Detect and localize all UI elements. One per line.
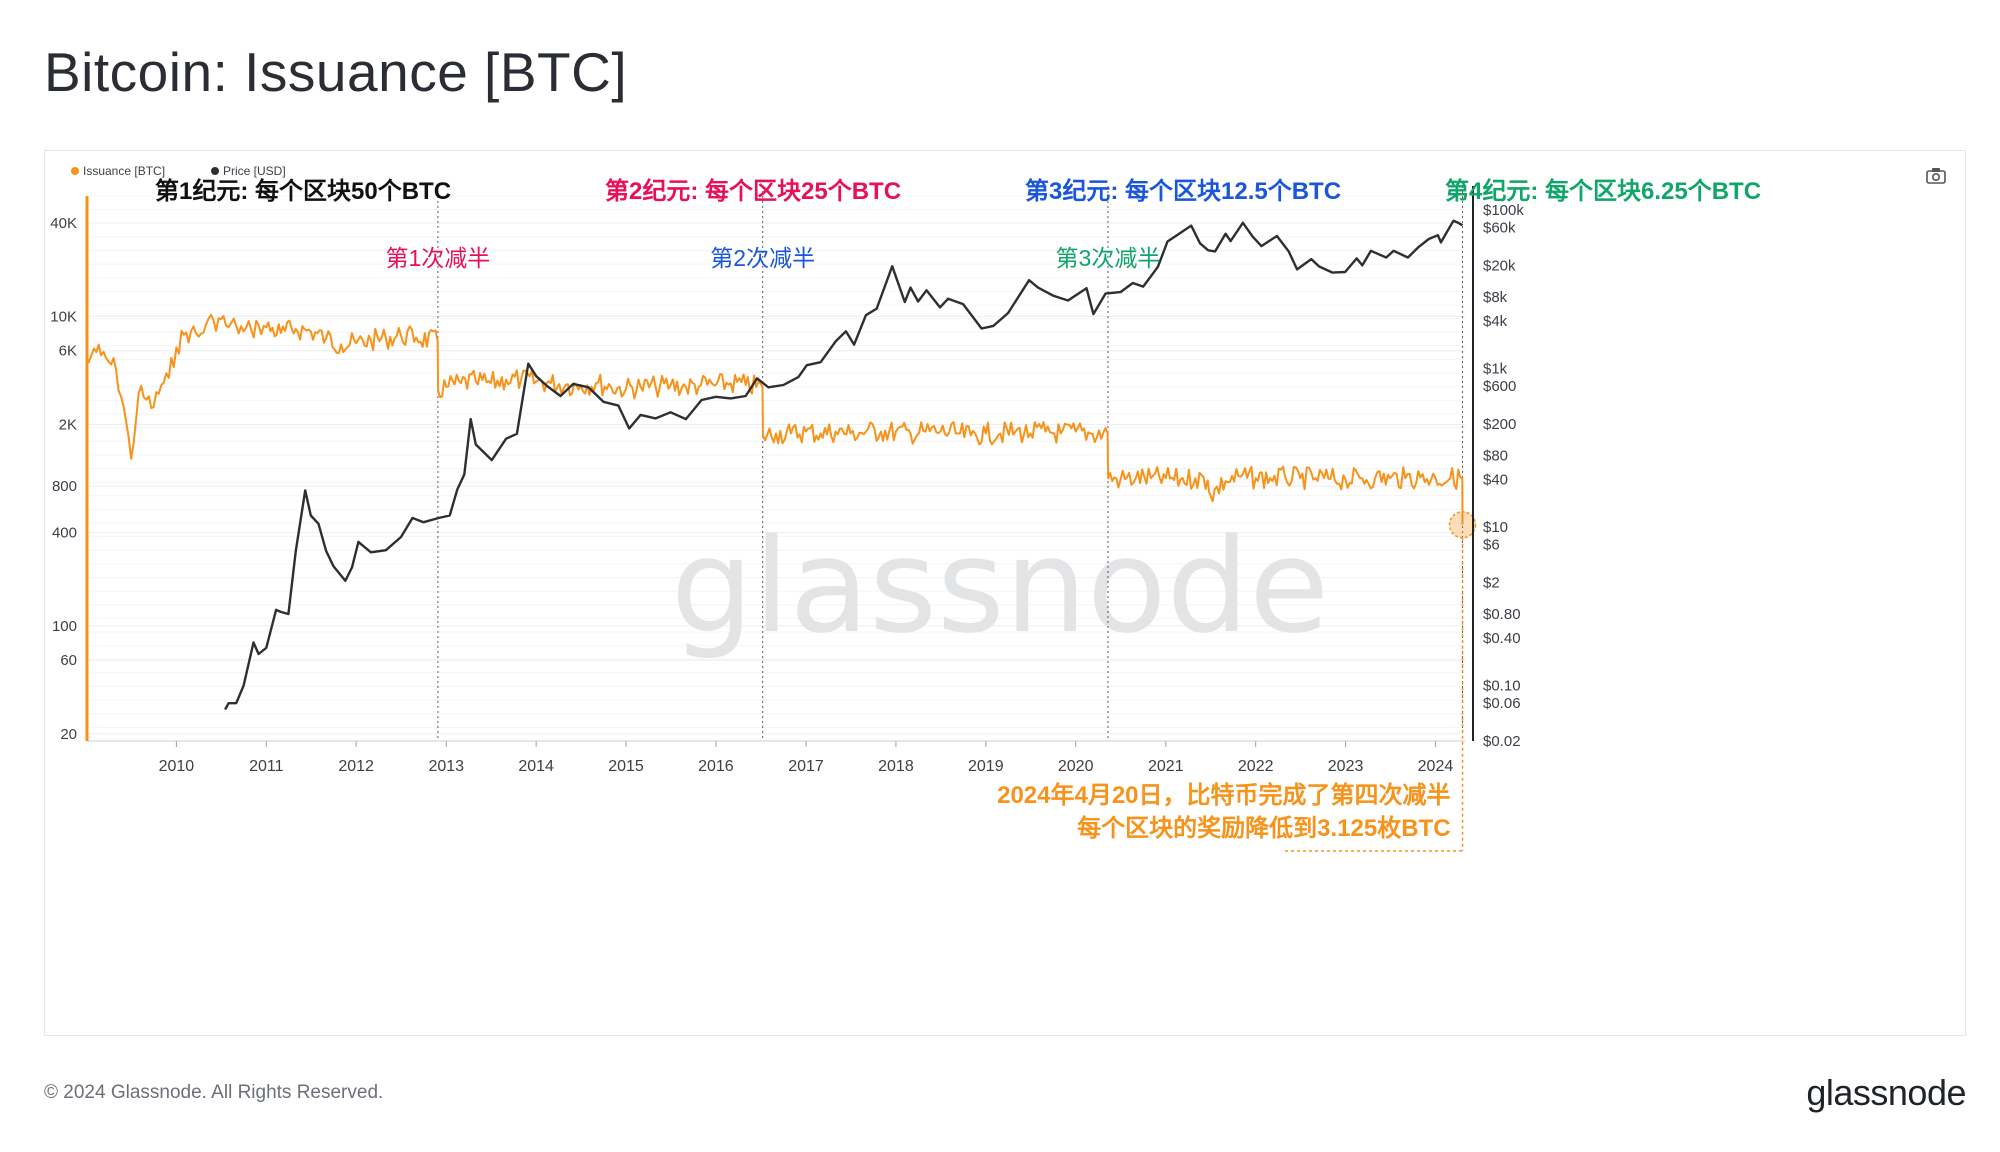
y-right-tick-label: $0.40 [1483,630,1521,647]
y-left-tick-label: 800 [52,478,77,495]
x-tick-label: 2015 [608,758,644,775]
x-tick-label: 2012 [338,758,374,775]
x-tick-label: 2017 [788,758,824,775]
epoch-label: 第2纪元: 每个区块25个BTC [605,177,901,205]
epoch-label: 第1纪元: 每个区块50个BTC [155,177,451,205]
y-right-tick-label: $600 [1483,378,1516,395]
halving-annotation: 2024年4月20日，比特币完成了第四次减半每个区块的奖励降低到3.125枚BT… [997,510,1477,852]
y-right-tick-label: $4k [1483,313,1508,330]
annotation-text-line1: 2024年4月20日，比特币完成了第四次减半 [997,781,1450,809]
y-right-tick-label: $100k [1483,202,1524,219]
x-tick-label: 2013 [428,758,464,775]
series-line-issuance [87,313,1464,525]
y-right-tick-label: $60k [1483,220,1516,237]
y-right-tick-label: $0.02 [1483,733,1521,750]
axes: 40K 10K 6K 2K 800 400 100 60 20 $100k$60k $20k $8k $… [50,186,1524,775]
epoch-label: 第4纪元: 每个区块6.25个BTC [1445,177,1761,205]
y-right-tick-label: $10 [1483,519,1508,536]
epoch-label: 第3纪元: 每个区块12.5个BTC [1025,177,1341,205]
legend-label-issuance: Issuance [BTC] [83,164,165,178]
issuance-chart: glassnode 2024年4月20日，比特币完成了第四次减半每个区块的奖励降… [50,164,1946,852]
y-right-tick-label: $40 [1483,471,1508,488]
y-left-tick-label: 2K [59,417,77,434]
legend-marker-price [211,167,219,175]
x-tick-label: 2024 [1418,758,1454,775]
y-left-tick-label: 400 [52,525,77,542]
y-right-tick-label: $200 [1483,416,1516,433]
x-tick-label: 2020 [1058,758,1094,775]
series [87,219,1464,711]
annotation-text-line2: 每个区块的奖励降低到3.125枚BTC [1077,814,1450,842]
y-left-tick-label: 6K [59,343,77,360]
gridlines [87,195,1465,735]
y-right-tick-label: $1k [1483,361,1508,378]
halving-label: 第3次减半 [1056,245,1161,271]
y-left-tick-label: 60 [60,652,77,669]
annotation-marker [1448,510,1477,539]
page-title: Bitcoin: Issuance [BTC] [44,41,628,103]
copyright-text: © 2024 Glassnode. All Rights Reserved. [44,1082,384,1103]
y-right-tick-label: $80 [1483,447,1508,464]
y-right-tick-label: $8k [1483,289,1508,306]
y-left-tick-label: 40K [50,215,77,232]
legend: Issuance [BTC] Price [USD] [71,164,286,178]
brand-logo: glassnode [1806,1072,1966,1113]
y-right-tick-label: $0.10 [1483,678,1521,695]
x-tick-label: 2014 [518,758,554,775]
halving-label: 第2次减半 [710,245,815,271]
x-tick-label: 2011 [249,758,284,775]
chart-panel: glassnode 2024年4月20日，比特币完成了第四次减半每个区块的奖励降… [44,150,1966,1036]
y-left-tick-label: 20 [60,726,77,743]
x-tick-label: 2022 [1238,758,1274,775]
x-tick-label: 2019 [968,758,1004,775]
x-tick-label: 2018 [878,758,914,775]
x-tick-label: 2023 [1328,758,1364,775]
x-tick-label: 2016 [698,758,734,775]
y-left-tick-label: 10K [50,308,77,325]
halving-label: 第1次减半 [386,245,491,271]
y-right-tick-label: $6 [1483,537,1500,554]
legend-marker-issuance [71,167,79,175]
y-right-tick-label: $2 [1483,574,1500,591]
x-tick-label: 2021 [1148,758,1184,775]
y-right-tick-label: $0.06 [1483,695,1521,712]
x-tick-label: 2010 [159,758,195,775]
epoch-labels: 第1纪元: 每个区块50个BTC 第2纪元: 每个区块25个BTC 第3纪元: 每个… [155,177,1761,271]
watermark: glassnode [671,510,1329,662]
y-right-tick-label: $0.80 [1483,606,1521,623]
series-line-price [224,219,1464,711]
camera-icon[interactable] [1926,168,1946,184]
y-right-tick-label: $20k [1483,257,1516,274]
legend-label-price: Price [USD] [223,164,286,178]
y-left-tick-label: 100 [52,618,77,635]
